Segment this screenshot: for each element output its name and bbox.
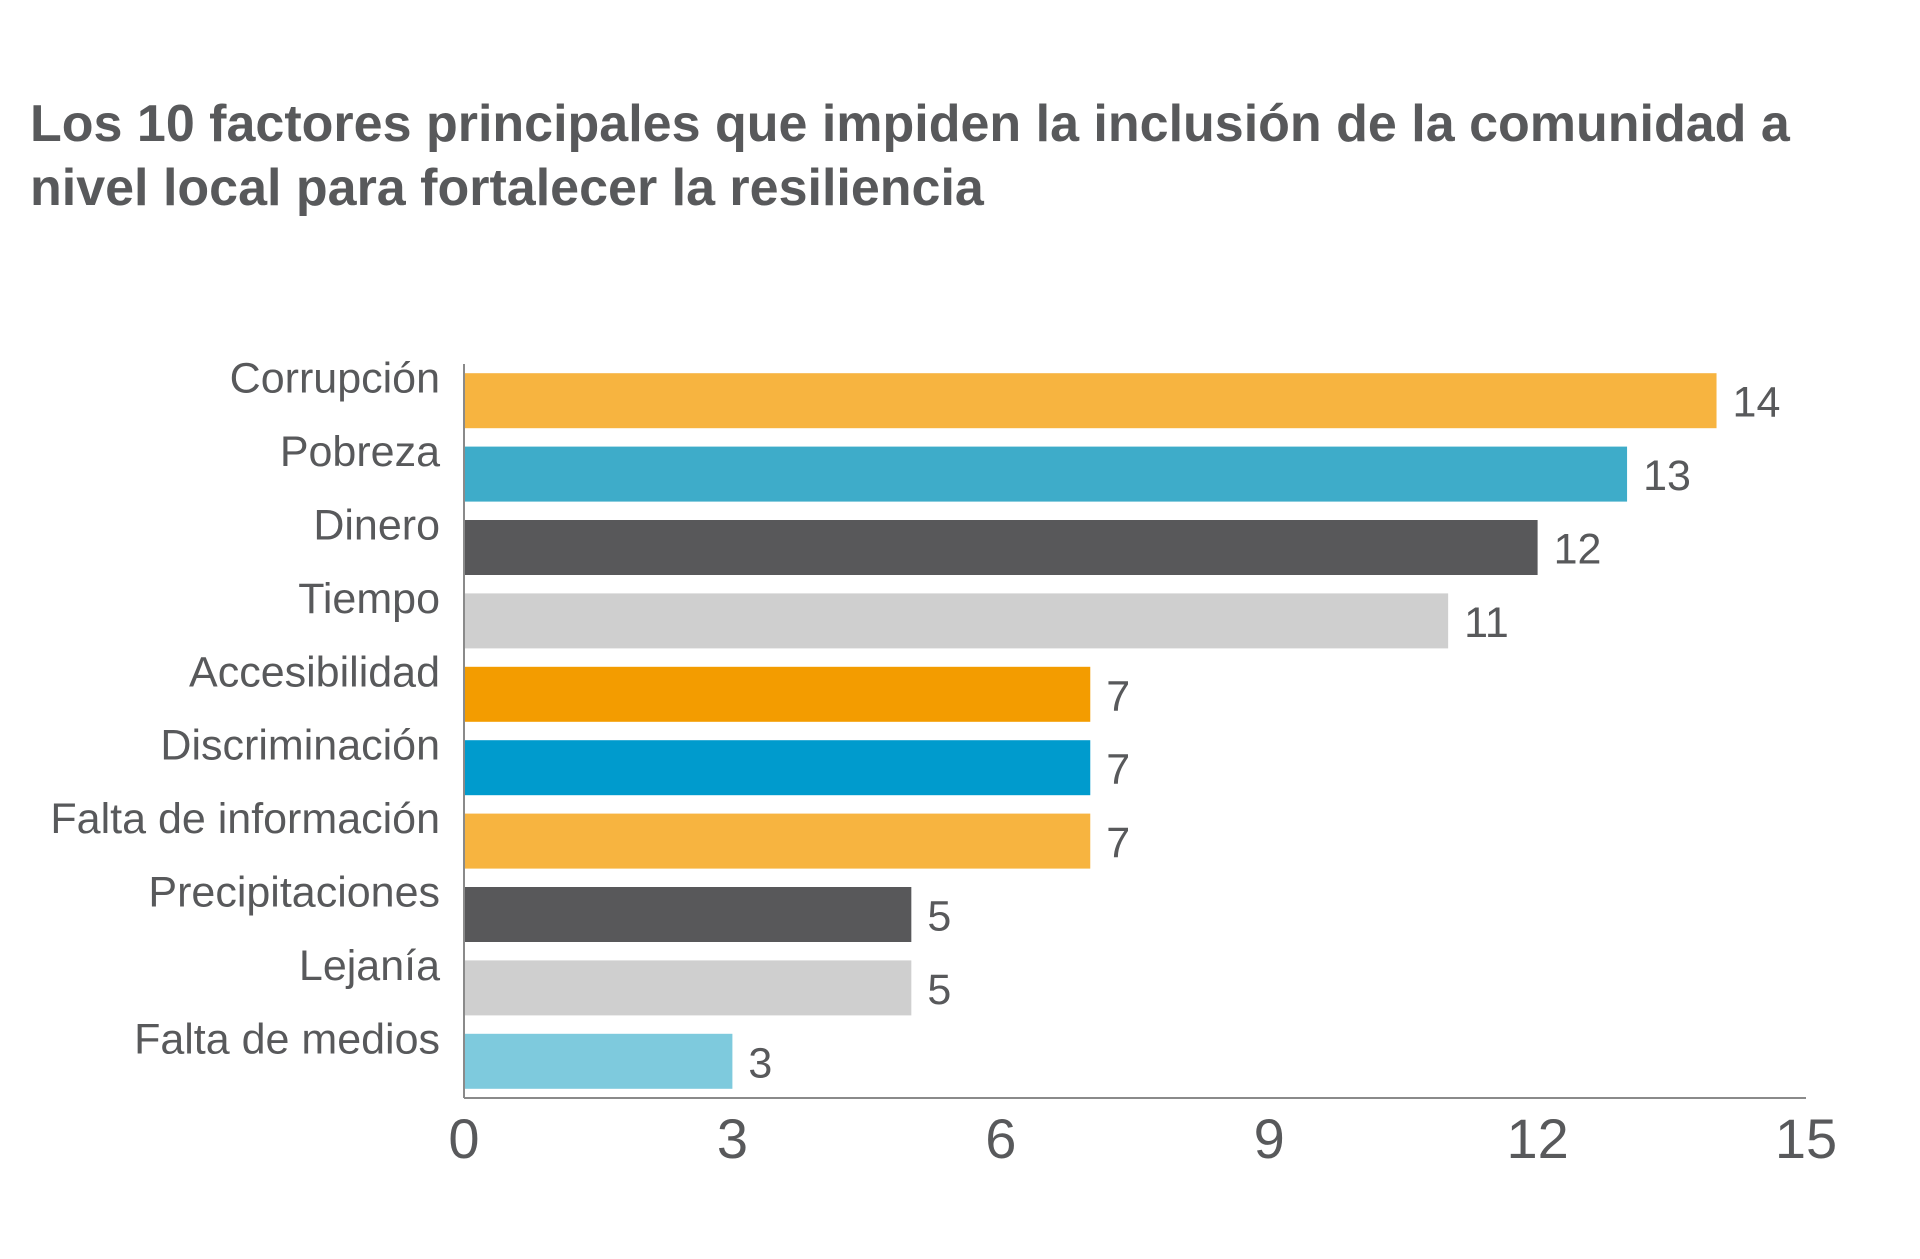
x-tick-label: 3 <box>717 1107 748 1170</box>
data-label: 7 <box>1106 672 1130 720</box>
category-label: Tiempo <box>298 575 440 623</box>
bar <box>464 813 1091 869</box>
data-label: 5 <box>927 893 951 941</box>
x-tick-label: 6 <box>985 1107 1016 1170</box>
value-labels: 14 13 12 11 7 7 7 5 5 3 <box>748 379 1780 1088</box>
bar <box>464 666 1091 722</box>
data-label: 12 <box>1554 526 1602 574</box>
data-label: 3 <box>748 1039 772 1087</box>
category-label: Discriminación <box>160 722 440 770</box>
x-tick-labels: 0 3 6 9 12 15 <box>448 1107 1837 1170</box>
data-label: 7 <box>1106 746 1130 794</box>
bar <box>464 1033 733 1089</box>
category-label: Precipitaciones <box>148 869 440 917</box>
x-tick-label: 12 <box>1506 1107 1568 1170</box>
x-tick-label: 0 <box>448 1107 479 1170</box>
data-label: 5 <box>927 966 951 1014</box>
bar <box>464 740 1091 796</box>
category-label: Pobreza <box>280 428 440 476</box>
data-label: 13 <box>1643 452 1691 500</box>
chart-title: Los 10 factores principales que impiden … <box>30 95 1790 217</box>
data-label: 11 <box>1464 599 1509 647</box>
category-label: Lejanía <box>299 942 440 990</box>
x-tick-label: 9 <box>1254 1107 1285 1170</box>
bar <box>464 593 1449 649</box>
data-label: 7 <box>1106 819 1130 867</box>
x-tick-label: 15 <box>1775 1107 1837 1170</box>
category-label: Accesibilidad <box>189 648 440 696</box>
bars-group <box>464 373 1717 1089</box>
axes <box>463 364 1806 1099</box>
bar <box>464 446 1628 502</box>
bar <box>464 887 912 942</box>
data-label: 14 <box>1733 379 1781 427</box>
category-label: Falta de información <box>50 795 440 843</box>
category-labels: Corrupción Pobreza Dinero Tiempo Accesibilid… <box>50 355 440 1064</box>
category-label: Dinero <box>313 502 440 550</box>
bar <box>464 960 912 1016</box>
category-label: Falta de medios <box>134 1015 440 1063</box>
bar <box>464 520 1538 575</box>
bar <box>464 373 1717 429</box>
category-label: Corrupción <box>230 355 440 403</box>
